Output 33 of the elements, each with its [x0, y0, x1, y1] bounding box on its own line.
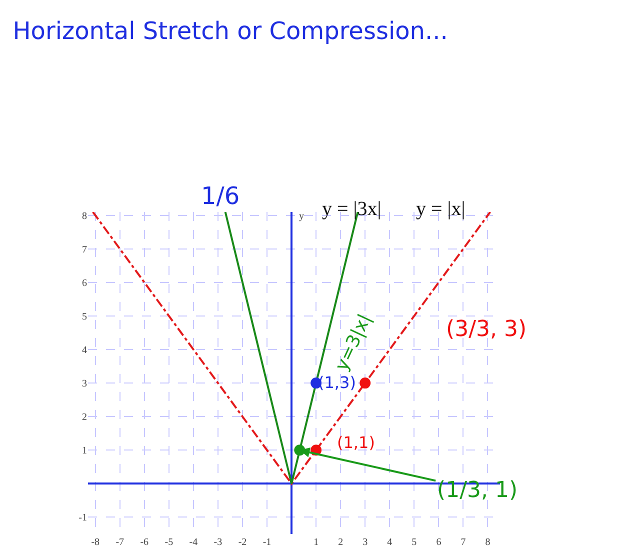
x-tick-label: 3: [362, 537, 368, 548]
x-tick-label: -7: [116, 537, 124, 548]
x-tick-label: -6: [140, 537, 149, 548]
y-tick-label: -1: [78, 512, 87, 524]
x-tick-label: 7: [460, 537, 466, 548]
y-tick-label: 8: [82, 210, 87, 222]
annotation: (1/3, 1): [437, 478, 518, 503]
text: 1/6: [201, 182, 240, 210]
x-tick-label: 6: [436, 537, 442, 548]
x-tick-label: -3: [214, 537, 222, 548]
y-tick-label: 2: [82, 412, 87, 424]
y-tick-label: 6: [82, 278, 87, 289]
x-tick-label: -8: [91, 537, 100, 548]
x-tick-label: 1: [314, 537, 319, 548]
annotation: (3/3, 3): [446, 317, 527, 342]
x-tick-label: 5: [412, 537, 417, 548]
y-axis-title: y: [299, 211, 304, 222]
annotation: y = |x|: [416, 198, 466, 220]
y-tick-label: 1: [82, 446, 87, 457]
y-tick-label: 3: [82, 378, 87, 390]
annotation: (1,1): [337, 433, 375, 452]
y-tick-label: 4: [82, 345, 87, 356]
y-tick-label: 5: [82, 311, 87, 322]
x-tick-label: -5: [164, 537, 174, 548]
x-tick-label: -2: [238, 537, 247, 548]
x-tick-label: -4: [189, 537, 198, 548]
annotation: y = |3x|: [322, 198, 382, 220]
x-tick-label: 4: [387, 537, 392, 548]
x-tick-label: 2: [338, 537, 344, 548]
x-tick-label: -1: [262, 537, 272, 548]
chart-title: Horizontal Stretch or Compression...: [12, 17, 448, 46]
y-tick-label: 7: [82, 244, 87, 256]
x-tick-label: 8: [485, 537, 490, 548]
